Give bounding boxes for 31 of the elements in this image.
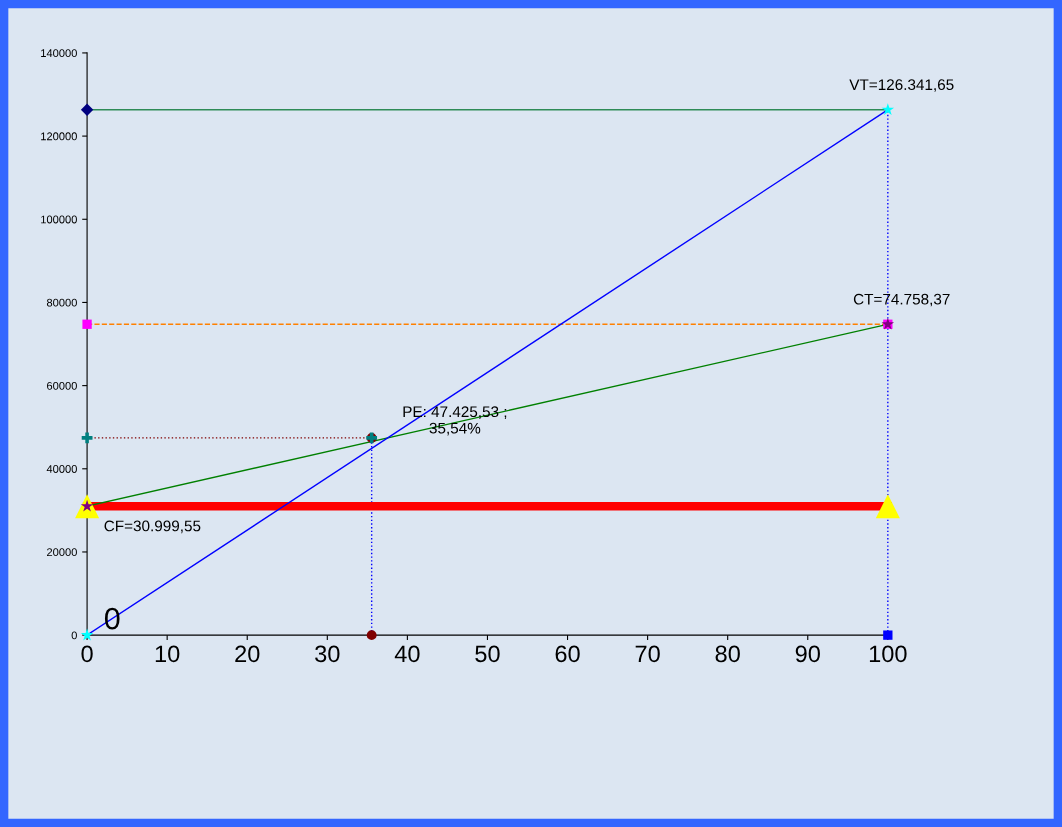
x-tick-label: 100 xyxy=(869,645,907,663)
x-tick-label: 60 xyxy=(555,645,580,663)
point xyxy=(366,630,377,641)
y-tick-label: 0 xyxy=(71,631,77,640)
annotation: CT=74.758,37 xyxy=(853,293,950,307)
point xyxy=(80,628,94,641)
annotation: VT=126.341,65 xyxy=(849,79,954,92)
y-tick-label: 100000 xyxy=(41,215,77,224)
y-tick-label: 140000 xyxy=(41,49,77,58)
y-tick-label: 60000 xyxy=(47,381,77,390)
point xyxy=(82,319,92,329)
x-tick-label: 0 xyxy=(81,645,93,663)
x-tick-label: 20 xyxy=(235,645,260,663)
point xyxy=(881,103,895,116)
x-tick-label: 70 xyxy=(635,645,660,663)
point xyxy=(883,630,893,640)
annotation: PE: 47.425,53 ; 35,54% xyxy=(403,406,507,436)
x-tick-label: 30 xyxy=(315,645,340,663)
x-tick-label: 40 xyxy=(394,645,420,663)
point xyxy=(875,494,900,519)
y-tick-label: 40000 xyxy=(46,465,77,473)
point xyxy=(81,432,93,444)
x-tick-label: 90 xyxy=(795,645,820,663)
x-tick-label: 10 xyxy=(155,645,180,663)
y-tick-label: 80000 xyxy=(46,298,77,307)
annotation: CF=30.999,55 xyxy=(104,520,201,534)
x-tick-label: 80 xyxy=(715,645,740,663)
point xyxy=(80,103,94,116)
y-tick-label: 20000 xyxy=(47,548,77,557)
x-tick-label: 50 xyxy=(475,645,500,663)
y-tick-label: 120000 xyxy=(41,132,77,141)
